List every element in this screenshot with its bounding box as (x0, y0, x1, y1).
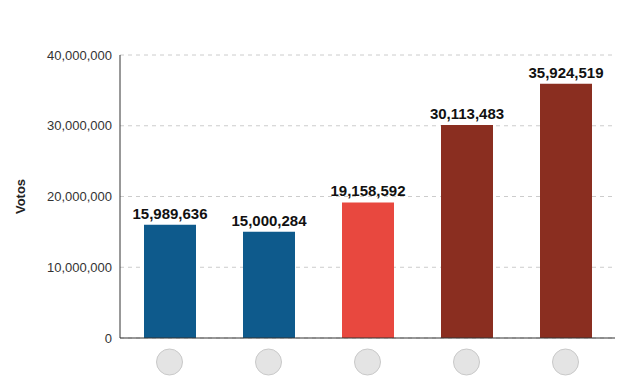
svg-text:30,000,000: 30,000,000 (47, 118, 112, 133)
svg-text:35,924,519: 35,924,519 (528, 64, 603, 81)
svg-text:Votos: Votos (13, 179, 28, 214)
svg-text:0: 0 (105, 331, 112, 346)
svg-text:30,113,483: 30,113,483 (430, 105, 504, 122)
svg-text:20,000,000: 20,000,000 (47, 189, 112, 204)
svg-text:15,000,284: 15,000,284 (231, 212, 307, 229)
svg-text:40,000,000: 40,000,000 (47, 48, 112, 63)
svg-text:19,158,592: 19,158,592 (330, 182, 405, 199)
svg-text:15,989,636: 15,989,636 (132, 205, 207, 222)
svg-text:10,000,000: 10,000,000 (47, 260, 112, 275)
